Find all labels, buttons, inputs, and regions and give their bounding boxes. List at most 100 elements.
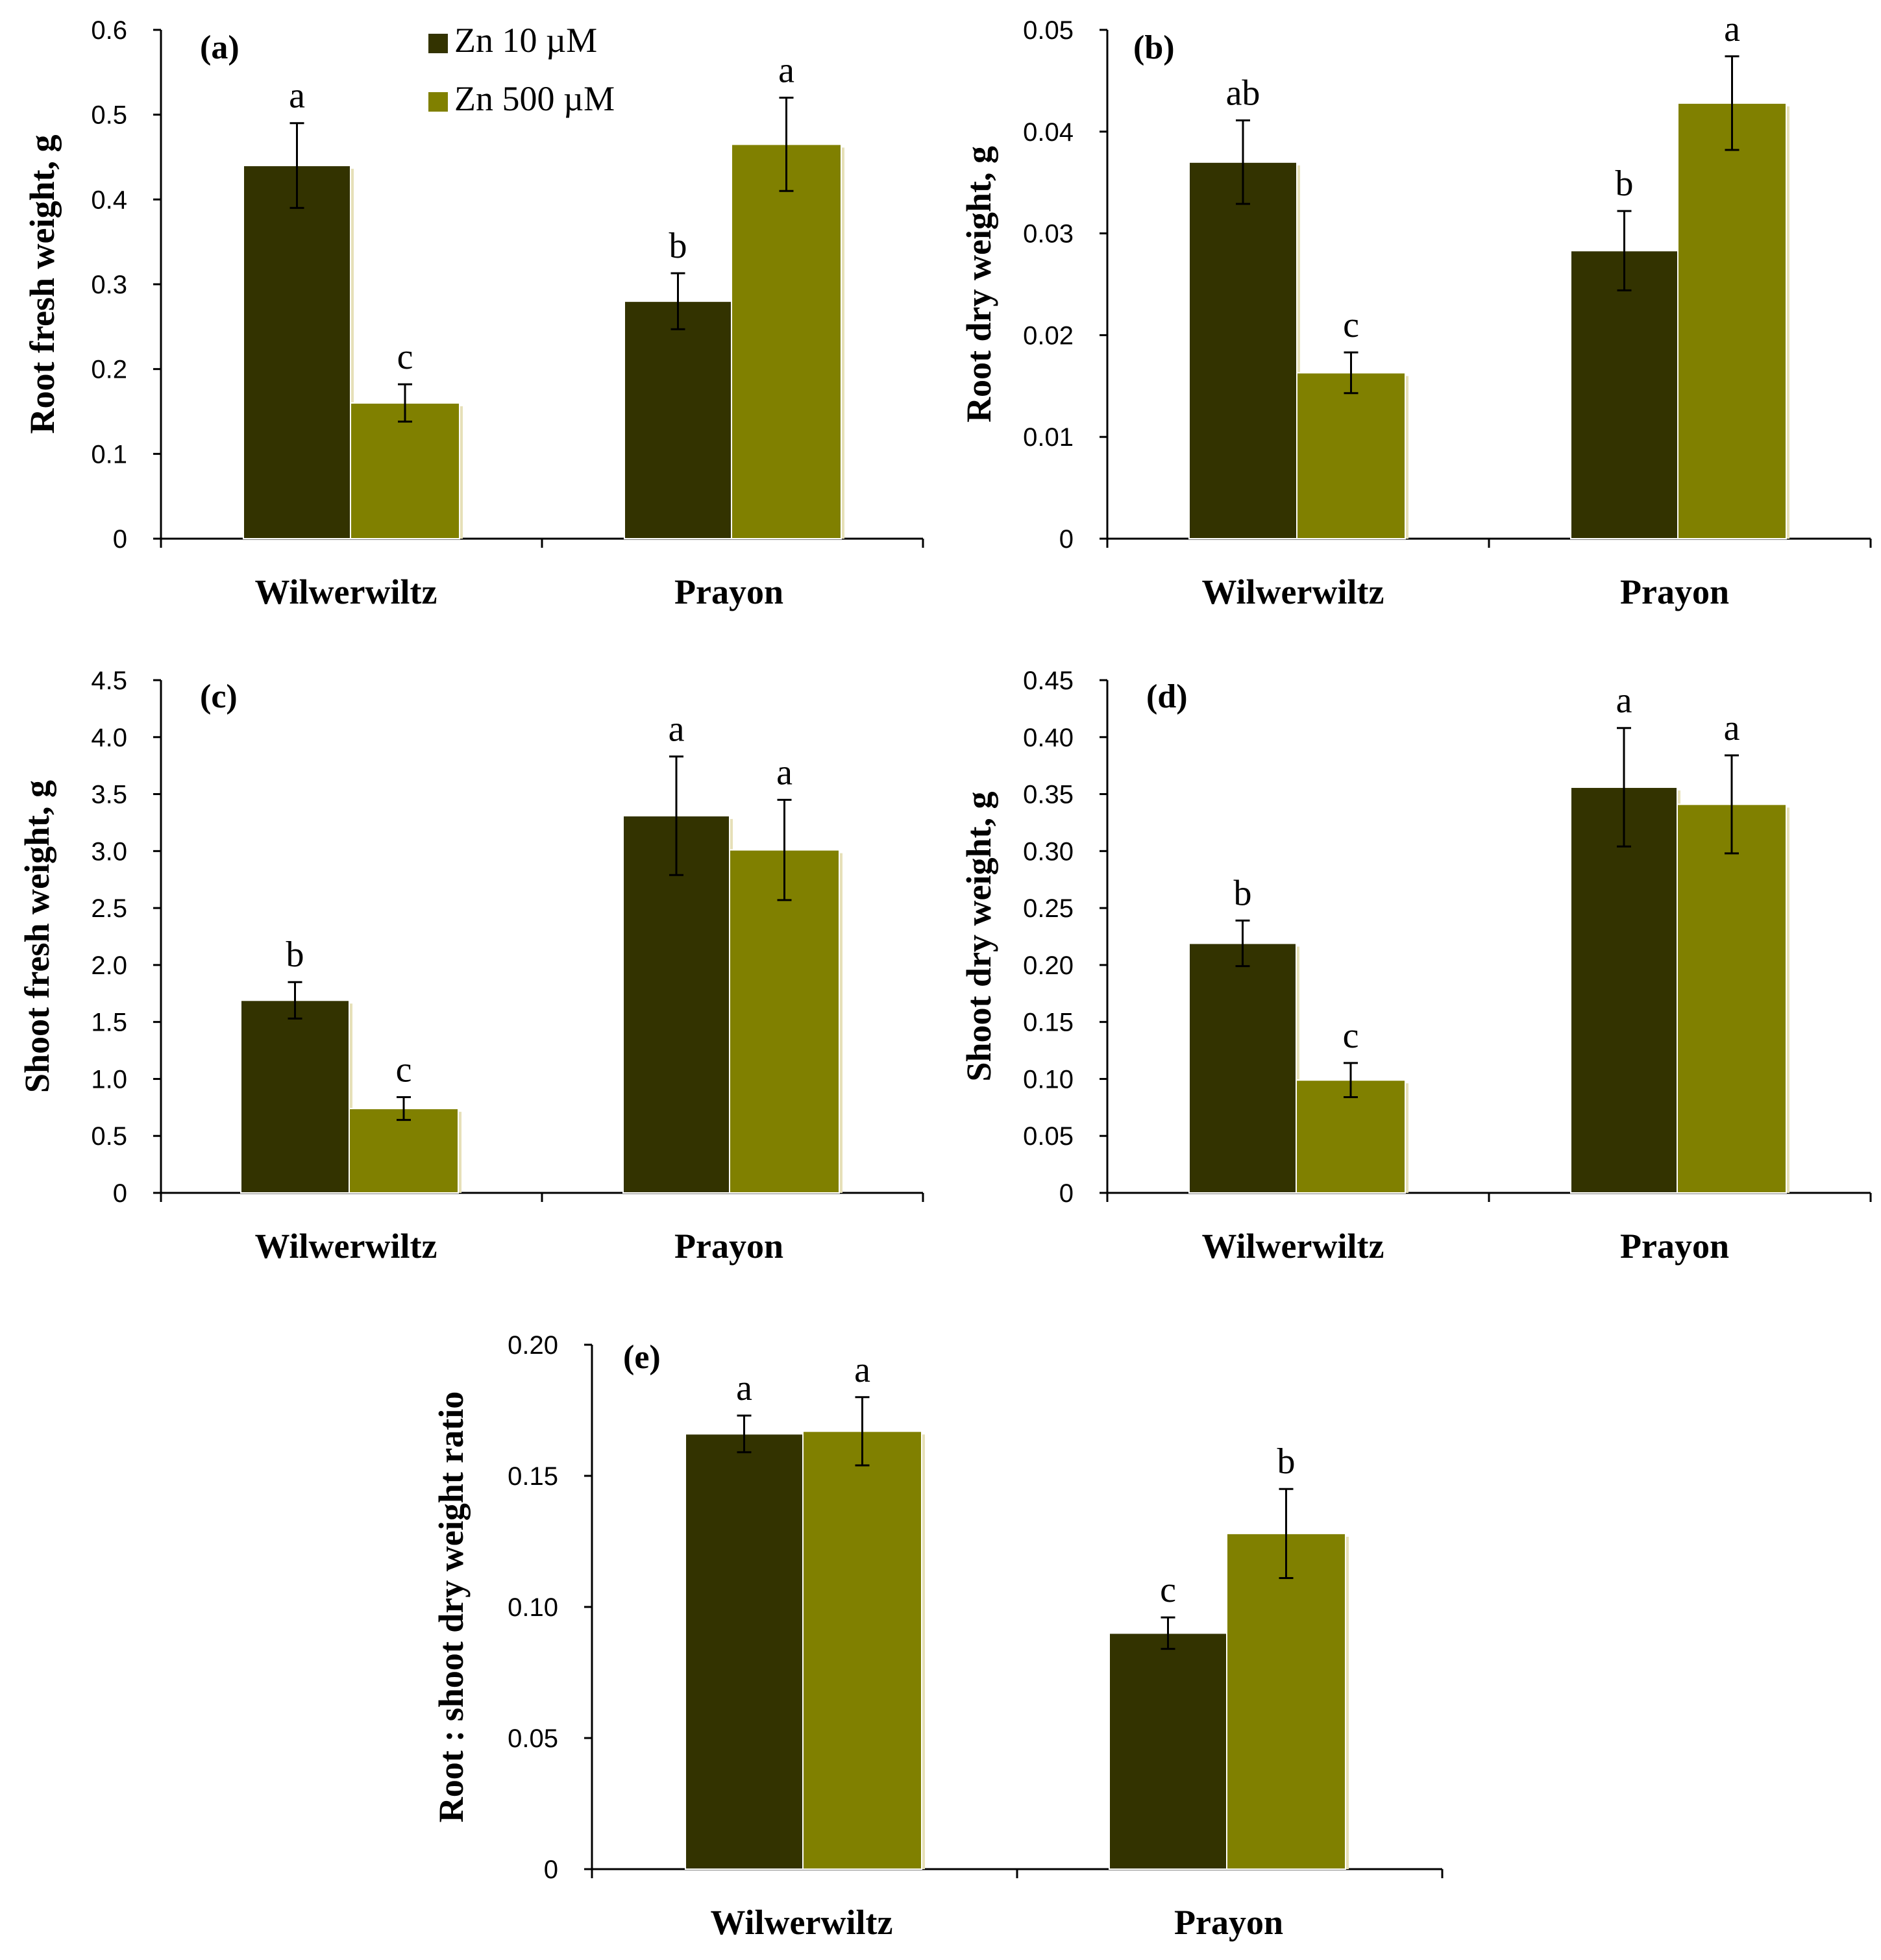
y-tick-label: 0.1 xyxy=(91,440,127,469)
category-label: Prayon xyxy=(1620,1227,1729,1266)
bar xyxy=(1677,803,1787,1194)
y-tick-label: 0 xyxy=(544,1856,558,1884)
y-tick-label: 0.05 xyxy=(508,1724,558,1753)
y-tick-label: 0.05 xyxy=(1023,16,1074,45)
y-tick-label: 0.5 xyxy=(91,101,127,130)
category-label: Wilwerwiltz xyxy=(255,572,437,611)
y-tick-label: 0.25 xyxy=(1023,894,1074,923)
y-tick-label: 0.10 xyxy=(1023,1065,1074,1094)
y-axis-title: Root fresh weight, g xyxy=(23,135,62,434)
bar xyxy=(1296,372,1406,540)
y-tick-label: 0.10 xyxy=(508,1593,558,1622)
significance-letter: c xyxy=(1343,305,1359,345)
significance-letter: a xyxy=(289,76,305,116)
significance-letter: a xyxy=(1616,681,1632,721)
panel-label: (d) xyxy=(1146,678,1188,715)
chart-panel: 0 0.5 1.0 1.5 2.0 2.5 3.0 3.5 4.0 4.5 Shoot fresh … xyxy=(18,667,924,1266)
chart-panel: 0 0.05 0.10 0.15 0.20 Root : shoot dry weight… xyxy=(432,1331,1444,1942)
y-tick-label: 2.0 xyxy=(91,951,127,980)
y-tick-label: 0.15 xyxy=(508,1462,558,1491)
y-tick-label: 0.40 xyxy=(1023,724,1074,752)
panel-label: (e) xyxy=(623,1339,661,1376)
legend-label-zn500: Zn 500 µM xyxy=(454,79,615,118)
category-label: Wilwerwiltz xyxy=(711,1903,893,1942)
significance-letter: a xyxy=(778,51,794,91)
y-axis-title: Shoot fresh weight, g xyxy=(18,780,56,1093)
y-tick-label: 0.3 xyxy=(91,271,127,299)
significance-letter: b xyxy=(1234,873,1252,913)
bar xyxy=(1188,161,1297,539)
bar xyxy=(243,165,351,540)
y-tick-label: 0.35 xyxy=(1023,781,1074,809)
y-tick-label: 0.2 xyxy=(91,356,127,384)
significance-letter: a xyxy=(1724,708,1740,748)
y-tick-label: 3.5 xyxy=(91,781,127,809)
significance-letter: b xyxy=(669,226,687,266)
bar xyxy=(729,849,840,1194)
bar xyxy=(685,1433,804,1870)
y-tick-label: 0 xyxy=(1059,525,1074,554)
y-tick-label: 0.05 xyxy=(1023,1122,1074,1151)
y-tick-label: 0.30 xyxy=(1023,837,1074,866)
significance-letter: a xyxy=(669,709,685,750)
y-tick-label: 1.0 xyxy=(91,1065,127,1094)
bar xyxy=(624,300,732,539)
bar xyxy=(1570,250,1678,539)
legend: Zn 10 µM Zn 500 µM xyxy=(428,21,615,118)
significance-letter: a xyxy=(736,1368,752,1408)
significance-letter: c xyxy=(1160,1570,1176,1610)
category-label: Wilwerwiltz xyxy=(1202,1227,1384,1266)
y-tick-label: 0.20 xyxy=(1023,951,1074,980)
y-axis-title: Root dry weight, g xyxy=(959,146,998,423)
y-axis-title: Shoot dry weight, g xyxy=(959,791,998,1081)
panel-label: (c) xyxy=(200,678,238,715)
y-tick-label: 0.45 xyxy=(1023,667,1074,695)
y-tick-label: 3.0 xyxy=(91,837,127,866)
y-tick-label: 0.6 xyxy=(91,16,127,45)
bar xyxy=(349,1108,459,1194)
legend-swatch-zn500 xyxy=(428,92,448,112)
chart-panel: 0 0.05 0.10 0.15 0.20 0.25 0.30 0.35 0.40 0.45 Sho… xyxy=(959,667,1872,1266)
y-tick-label: 4.0 xyxy=(91,724,127,752)
significance-letter: c xyxy=(396,1050,412,1090)
chart-panel: 0 0.1 0.2 0.3 0.4 0.5 0.6 Root fresh weight, g (… xyxy=(23,16,924,611)
significance-letter: c xyxy=(1343,1016,1359,1056)
legend-label-zn10: Zn 10 µM xyxy=(454,21,597,60)
legend-swatch-zn10 xyxy=(428,34,448,53)
bar xyxy=(1226,1532,1346,1870)
bar xyxy=(622,815,730,1194)
y-tick-label: 4.5 xyxy=(91,667,127,695)
category-label: Wilwerwiltz xyxy=(255,1227,437,1266)
category-label: Prayon xyxy=(1620,572,1729,611)
category-label: Prayon xyxy=(674,1227,783,1266)
bar xyxy=(350,402,460,540)
bar xyxy=(1296,1079,1406,1194)
bar xyxy=(731,143,842,539)
y-tick-label: 0.03 xyxy=(1023,220,1074,249)
y-tick-label: 2.5 xyxy=(91,894,127,923)
significance-letter: a xyxy=(1724,9,1740,49)
bar xyxy=(1109,1632,1227,1870)
y-tick-label: 0.02 xyxy=(1023,321,1074,350)
y-tick-label: 0.15 xyxy=(1023,1009,1074,1037)
bar xyxy=(1570,787,1678,1194)
chart-panel: 0 0.01 0.02 0.03 0.04 0.05 Root dry weight, g (… xyxy=(959,9,1872,611)
y-tick-label: 0.5 xyxy=(91,1122,127,1151)
significance-letter: c xyxy=(397,337,413,377)
y-tick-label: 0.04 xyxy=(1023,118,1074,147)
chart-panels: 0 0.1 0.2 0.3 0.4 0.5 0.6 Root fresh weight, g (… xyxy=(18,9,1872,1942)
y-axis-title: Root : shoot dry weight ratio xyxy=(432,1391,471,1822)
bar xyxy=(802,1430,922,1870)
y-tick-label: 0.4 xyxy=(91,186,127,214)
significance-letter: b xyxy=(1616,164,1634,204)
y-tick-label: 0 xyxy=(1059,1179,1074,1208)
significance-letter: b xyxy=(1277,1441,1296,1482)
bar xyxy=(1677,102,1787,539)
category-label: Prayon xyxy=(674,572,783,611)
panel-label: (b) xyxy=(1133,29,1175,66)
y-tick-label: 0.01 xyxy=(1023,423,1074,452)
significance-letter: b xyxy=(286,935,304,975)
category-label: Prayon xyxy=(1174,1903,1283,1942)
category-label: Wilwerwiltz xyxy=(1202,572,1384,611)
